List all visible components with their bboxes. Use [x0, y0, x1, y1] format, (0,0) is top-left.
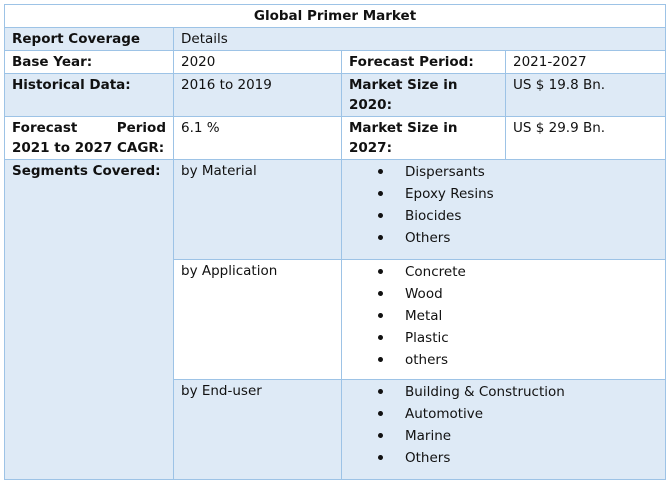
market-size-2027-value: US $ 29.9 Bn. [504, 116, 667, 160]
market-size-2020-label: Market Size in 2020: [341, 73, 506, 117]
forecast-period-label: Forecast Period: [341, 50, 506, 74]
market-size-2027-label: Market Size in 2027: [341, 116, 506, 160]
cagr-label: Forecast Period 2021 to 2027 CAGR: [4, 116, 174, 160]
segment-group-name: by Application [173, 259, 342, 380]
forecast-period-value: 2021-2027 [504, 50, 667, 74]
historical-data-label: Historical Data: [4, 73, 174, 117]
segment-items: Building & Construction Automotive Marine O… [340, 379, 667, 480]
market-size-2020-value: US $ 19.8 Bn. [504, 73, 667, 117]
bullet-list-item: Others [349, 447, 658, 469]
segment-group-name: by Material [173, 159, 342, 260]
bullet-list-item: Wood [349, 283, 658, 305]
market-report-table: Global Primer Market Report Coverage Det… [3, 4, 667, 480]
historical-data-value: 2016 to 2019 [173, 73, 342, 117]
cagr-value: 6.1 % [173, 116, 342, 160]
base-year-value: 2020 [173, 50, 342, 74]
bullet-list-item: Metal [349, 305, 658, 327]
bullet-list-item: Automotive [349, 403, 658, 425]
header-label: Report Coverage [4, 27, 174, 51]
segment-items: Dispersants Epoxy Resins Biocides Others [340, 159, 667, 260]
table-row: Base Year: 2020 Forecast Period: 2021-20… [4, 50, 667, 74]
table-title: Global Primer Market [3, 4, 667, 28]
header-value: Details [172, 27, 667, 51]
base-year-label: Base Year: [4, 50, 174, 74]
table-row: Historical Data: 2016 to 2019 Market Siz… [4, 73, 667, 117]
bullet-list-item: others [349, 349, 658, 371]
bullet-list-item: Others [349, 227, 658, 249]
bullet-list-item: Biocides [349, 205, 658, 227]
bullet-list-item: Plastic [349, 327, 658, 349]
bullet-list-item: Building & Construction [349, 381, 658, 403]
table-row: Forecast Period 2021 to 2027 CAGR: 6.1 %… [4, 116, 667, 160]
segment-group-name: by End-user [173, 379, 342, 480]
bullet-list-item: Marine [349, 425, 658, 447]
bullet-list-item: Concrete [349, 261, 658, 283]
segment-items: Concrete Wood Metal Plastic others [340, 259, 667, 380]
bullet-list-item: Dispersants [349, 161, 658, 183]
bullet-list-item: Epoxy Resins [349, 183, 658, 205]
segments-label: Segments Covered: [4, 159, 174, 480]
